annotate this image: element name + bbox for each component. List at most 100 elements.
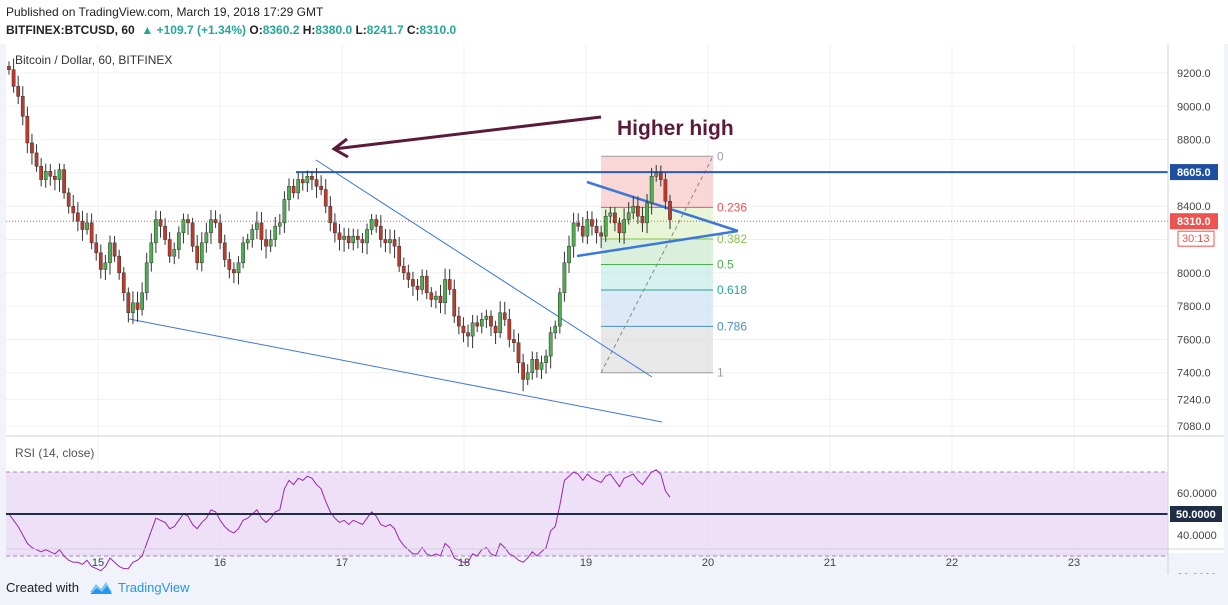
rsi-title: RSI (14, close) [15, 446, 94, 460]
candle-body [300, 179, 305, 184]
candle-body [154, 219, 158, 244]
candle-body [360, 239, 365, 244]
candle-body [57, 169, 62, 180]
x-tick-label: 21 [824, 557, 836, 569]
candle-body [199, 242, 204, 264]
high-label: H: [302, 23, 316, 37]
candle-body [218, 222, 223, 244]
triangle-lower-line[interactable] [576, 229, 739, 258]
candle-body [663, 179, 668, 202]
candle-body [507, 319, 512, 340]
candle-body [580, 225, 585, 237]
descending-trendline[interactable] [315, 159, 653, 378]
candle-body [461, 325, 466, 334]
candle-body [16, 86, 21, 97]
symbol-name[interactable]: BITFINEX:BTCUSD, 60 [6, 23, 135, 37]
candle-body [553, 325, 558, 334]
triangle-upper-line[interactable] [586, 180, 739, 233]
candle-body [626, 212, 631, 220]
candle-body [48, 170, 53, 177]
candle-body [144, 262, 149, 294]
candle-body [135, 302, 140, 310]
open-value: 8360.2 [262, 23, 300, 37]
candle-body [356, 235, 360, 240]
higher-high-annotation[interactable]: Higher high [617, 117, 734, 140]
candle-body [305, 175, 310, 184]
annotation-arrow-head[interactable] [331, 137, 349, 159]
candle-body [525, 372, 530, 380]
candle-body [397, 245, 402, 267]
lower-trendline[interactable] [128, 318, 663, 423]
candle-body [603, 215, 608, 237]
x-tick-label: 15 [92, 557, 104, 569]
low-value: 8241.7 [366, 23, 404, 37]
tradingview-logo-icon[interactable] [88, 578, 114, 596]
high-value: 8380.0 [315, 23, 353, 37]
candle-body [544, 355, 548, 363]
candle-body [617, 222, 622, 234]
fib-zone [601, 290, 713, 327]
resistance-price-tag-bg [1170, 164, 1218, 181]
axes: 1516171819202122239200.09000.08800.08600… [6, 44, 1224, 574]
candle-body [43, 170, 48, 180]
x-tick-label: 19 [580, 557, 592, 569]
x-tick-label: 20 [702, 557, 714, 569]
candle-body [401, 265, 406, 274]
candle-body [232, 269, 236, 274]
candle-body [25, 116, 30, 144]
rsi-line[interactable] [8, 469, 671, 572]
up-arrow-icon: ▲ [141, 23, 154, 37]
price-change-value: +109.7 (+1.34%) [156, 23, 247, 37]
candle-body [512, 339, 516, 343]
candle-body [108, 242, 112, 264]
fib-level-label: 0 [717, 149, 724, 163]
candle-body [328, 205, 333, 224]
candle-body [456, 315, 461, 327]
candle-body [466, 332, 470, 337]
rsi-tick-label: 40.0000 [1177, 530, 1217, 542]
candle-body [172, 249, 177, 257]
candle-body [420, 275, 424, 290]
candle-body [378, 225, 383, 240]
candle-body [163, 225, 167, 240]
candle-body [20, 96, 25, 117]
fibonacci-retracement[interactable]: 0 0.236 0.382 0.5 0.618 0.786 1 [600, 149, 747, 380]
candle-body [640, 215, 645, 224]
candle-body [62, 169, 66, 194]
candle-body [71, 205, 76, 214]
candle-body [365, 229, 369, 244]
fib-trend-line[interactable] [600, 156, 714, 373]
price-chart[interactable]: 0 0.236 0.382 0.5 0.618 0.786 1 15 16 17 18 19 20 21… [0, 44, 1228, 574]
rsi-panel[interactable] [6, 469, 1168, 572]
candle-body [190, 222, 195, 247]
fib-level-label: 0.382 [717, 232, 747, 246]
candle-body [94, 242, 99, 254]
candle-body [447, 279, 452, 290]
candle-body [392, 239, 397, 247]
candle-body [85, 222, 89, 230]
annotation-arrow-shaft[interactable] [333, 115, 602, 151]
candle-body [658, 172, 663, 180]
candle-body [291, 185, 296, 194]
candle-body [645, 202, 649, 224]
candle-body [479, 319, 484, 327]
candle-body [264, 239, 268, 247]
candle-body [567, 245, 571, 264]
candles [7, 58, 672, 392]
published-info: Published on TradingView.com, March 19, … [6, 5, 324, 19]
candle-body [622, 219, 626, 234]
candle-body [535, 359, 539, 370]
price-change: ▲ +109.7 (+1.34%) [138, 23, 246, 37]
candle-body [268, 239, 273, 247]
tradingview-brand[interactable]: TradingView [118, 580, 190, 595]
x-tick-label: 17 [336, 557, 348, 569]
candle-body [117, 255, 122, 274]
symbol-bar: BITFINEX:BTCUSD, 60 ▲ +109.7 (+1.34%) O:… [6, 23, 456, 37]
candle-body [158, 219, 163, 227]
candle-body [195, 245, 200, 264]
x-tick-label: 18 [458, 557, 470, 569]
drawings[interactable] [6, 115, 1168, 423]
candle-body [167, 239, 172, 257]
y-tick-label: 7080.0 [1177, 421, 1211, 433]
created-with-label: Created with [6, 580, 79, 595]
